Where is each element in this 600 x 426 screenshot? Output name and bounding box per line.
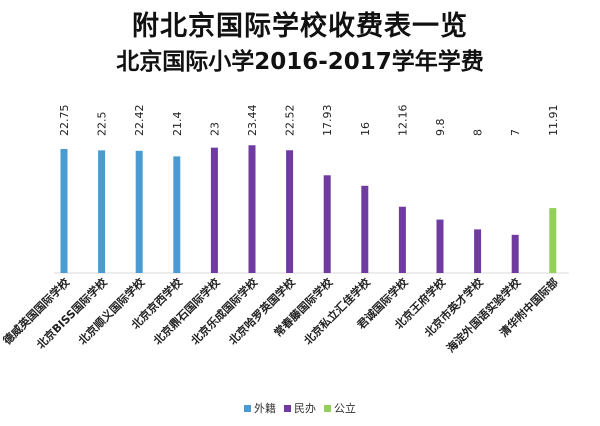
bar-4 xyxy=(173,156,181,273)
bar-9 xyxy=(361,185,369,273)
legend-item: 民办 xyxy=(284,400,316,416)
legend-swatch xyxy=(324,404,331,412)
legend-label: 公立 xyxy=(334,402,356,415)
bar-value-label: 17.93 xyxy=(321,105,334,137)
bar-8 xyxy=(323,175,331,273)
bar-3 xyxy=(135,150,143,273)
category-label: 北京顺义国际学校 xyxy=(75,275,148,348)
bar-value-label: 22.42 xyxy=(133,105,146,137)
bar-1 xyxy=(60,149,68,273)
bar-14 xyxy=(549,208,557,273)
legend-label: 民办 xyxy=(294,402,316,415)
category-label: 北京乐成国际学校 xyxy=(188,275,261,348)
bar-value-label: 16 xyxy=(359,122,372,136)
bar-value-label: 7 xyxy=(509,129,522,136)
page-title: 附北京国际学校收费表一览 xyxy=(132,11,468,42)
bar-value-label: 22.52 xyxy=(284,105,297,137)
legend-item: 公立 xyxy=(324,400,356,416)
bar-11 xyxy=(436,219,444,273)
bar-7 xyxy=(286,150,294,273)
category-label: 北京鼎石国际学校 xyxy=(150,275,223,348)
bar-5 xyxy=(210,147,218,273)
bar-value-label: 12.16 xyxy=(396,105,409,137)
bar-2 xyxy=(98,150,106,273)
bar-6 xyxy=(248,145,256,273)
bar-value-label: 22.75 xyxy=(58,105,71,137)
legend-item: 外籍 xyxy=(244,400,276,416)
chart-title: 北京国际小学2016-2017学年学费 xyxy=(116,49,484,75)
bar-value-label: 23.44 xyxy=(246,105,259,137)
bar-value-label: 23 xyxy=(208,122,221,136)
bar-12 xyxy=(474,229,482,273)
legend-label: 外籍 xyxy=(254,402,276,415)
bar-value-label: 9.8 xyxy=(434,119,447,137)
chart-legend: 外籍 民办 公立 xyxy=(0,400,600,416)
legend-swatch xyxy=(244,404,251,412)
category-label: 北京私立汇佳学校 xyxy=(301,275,374,348)
bar-value-label: 8 xyxy=(472,129,485,136)
bar-13 xyxy=(511,234,519,273)
category-label: 德威英国国际学校 xyxy=(0,275,73,349)
bar-value-label: 11.91 xyxy=(547,105,560,137)
legend-swatch xyxy=(284,404,291,412)
category-label: 北京哈罗英国学校 xyxy=(226,275,299,348)
bar-10 xyxy=(398,206,406,273)
bar-value-label: 21.4 xyxy=(171,112,184,137)
category-label: 北京BISS国际学校 xyxy=(33,275,110,352)
bar-value-label: 22.5 xyxy=(96,112,109,137)
